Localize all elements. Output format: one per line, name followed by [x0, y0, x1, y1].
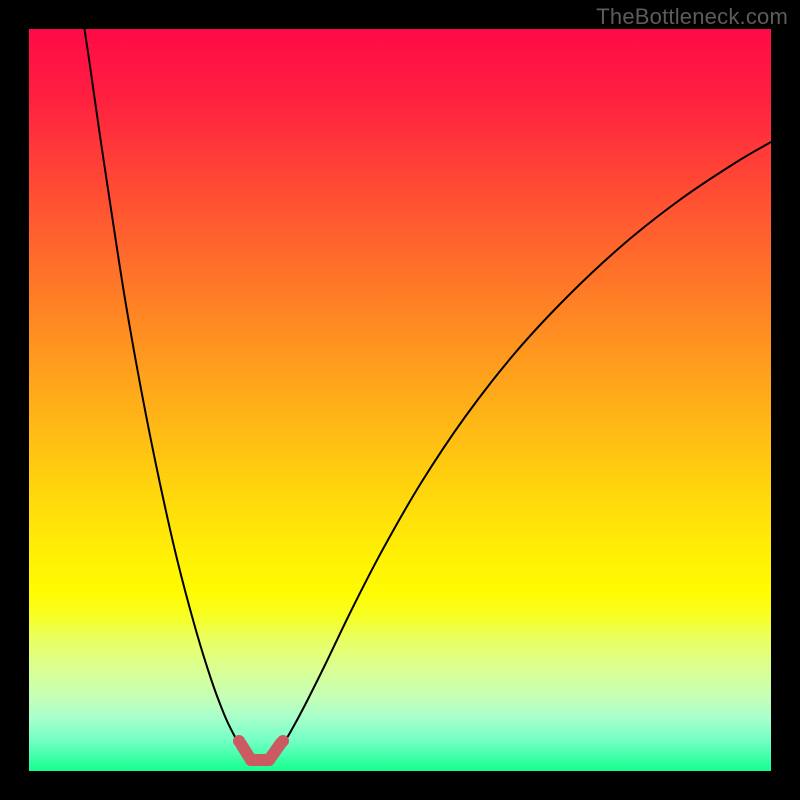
curve-left-branch [83, 29, 248, 755]
chart-container: TheBottleneck.com [0, 0, 800, 800]
curve-layer [29, 29, 771, 771]
plot-area [29, 29, 771, 771]
curve-end-markers [233, 735, 289, 760]
watermark-text: TheBottleneck.com [596, 4, 788, 30]
curve-right-branch [274, 142, 771, 755]
